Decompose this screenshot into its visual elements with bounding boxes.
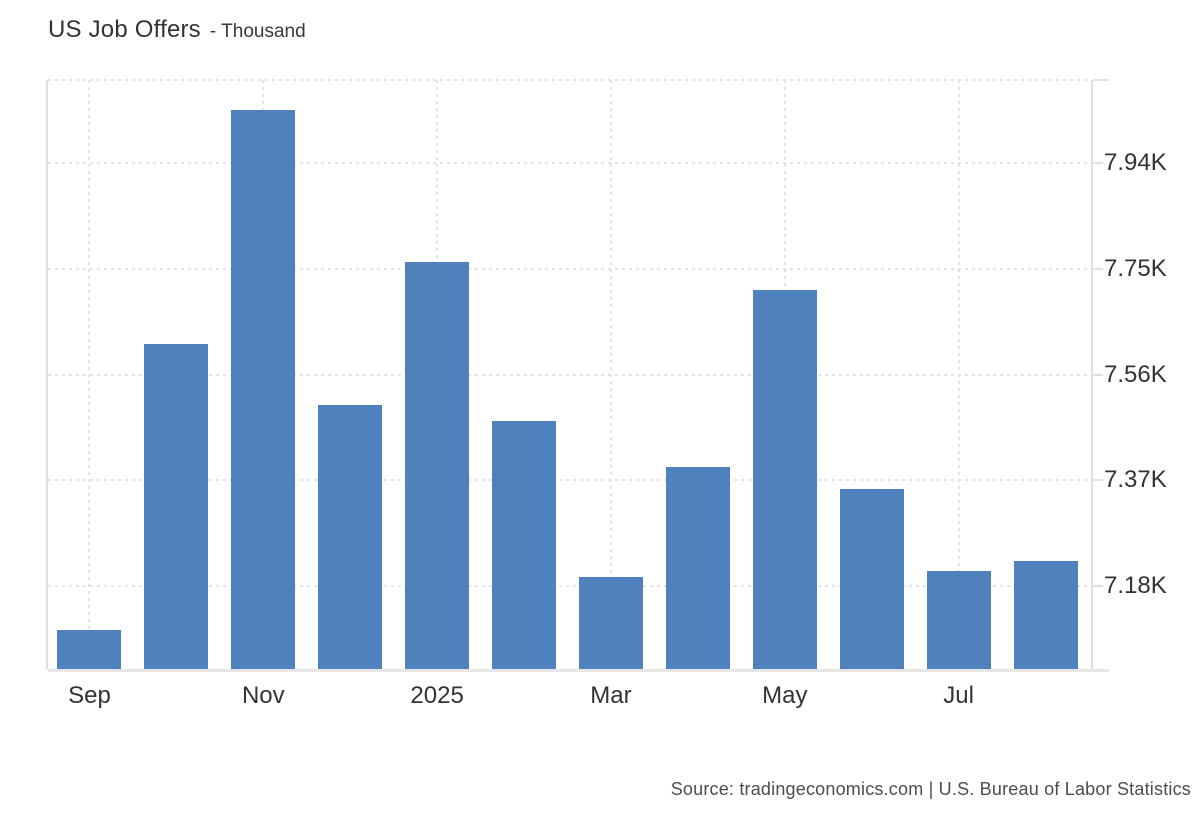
y-axis-left-border [46, 80, 48, 669]
x-gridline [88, 80, 91, 669]
y-tick-label: 7.75K [1104, 254, 1167, 282]
y-axis-tick [1093, 584, 1103, 587]
y-axis-tick [1093, 479, 1103, 482]
x-axis-baseline [48, 669, 1109, 672]
bar-oct[interactable] [144, 344, 208, 669]
y-axis-right-border [1091, 80, 1093, 669]
x-tick-label: Nov [241, 682, 285, 709]
y-gridline [48, 479, 1091, 482]
x-tick-label: 2025 [410, 682, 464, 709]
x-gridline [957, 80, 960, 669]
chart-header: US Job Offers - Thousand [48, 16, 306, 44]
y-axis-top-tick [1093, 79, 1109, 81]
bar-jun[interactable] [840, 489, 904, 669]
y-gridline [48, 373, 1091, 376]
y-axis-tick [1093, 267, 1103, 270]
y-tick-label: 7.37K [1104, 466, 1167, 494]
bar-mar[interactable] [579, 577, 643, 669]
x-gridline [609, 80, 612, 669]
chart-subtitle: - Thousand [209, 21, 306, 42]
y-tick-label: 7.94K [1104, 149, 1167, 177]
y-gridline [48, 162, 1091, 165]
bar-nov[interactable] [231, 110, 295, 669]
y-gridline [48, 267, 1091, 270]
x-tick-label: Jul [943, 682, 974, 709]
y-gridline [48, 584, 1091, 587]
y-tick-label: 7.56K [1104, 360, 1167, 388]
x-tick-label: Sep [68, 682, 111, 709]
chart-title: US Job Offers [48, 16, 201, 43]
bar-feb[interactable] [492, 421, 556, 669]
bar-jul[interactable] [927, 571, 991, 669]
bar-dec[interactable] [318, 405, 382, 669]
bar-aug[interactable] [1014, 561, 1078, 669]
x-tick-label: Mar [590, 682, 632, 709]
bar-sep[interactable] [57, 630, 121, 669]
y-axis-tick [1093, 162, 1103, 165]
source-credit: Source: tradingeconomics.com | U.S. Bure… [670, 779, 1191, 799]
bar-may[interactable] [753, 290, 817, 669]
x-tick-label: May [762, 682, 808, 709]
bar-2025[interactable] [405, 262, 469, 669]
plot-top-border [48, 79, 1091, 81]
y-axis-tick [1093, 373, 1103, 376]
y-tick-label: 7.18K [1104, 571, 1167, 599]
bar-apr[interactable] [666, 467, 730, 669]
